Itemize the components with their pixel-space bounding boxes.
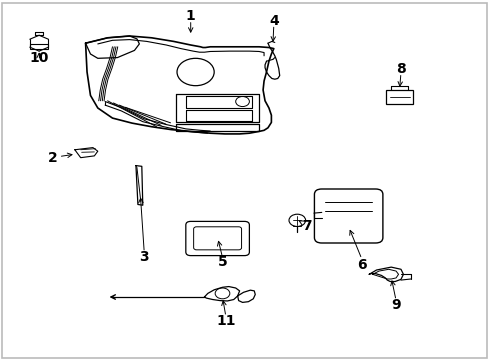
- FancyBboxPatch shape: [314, 189, 382, 243]
- Text: 9: 9: [390, 298, 400, 312]
- Text: 5: 5: [217, 255, 227, 269]
- Text: 8: 8: [395, 62, 405, 76]
- FancyBboxPatch shape: [30, 44, 48, 49]
- FancyBboxPatch shape: [386, 90, 412, 104]
- FancyBboxPatch shape: [185, 221, 249, 256]
- Text: 11: 11: [216, 314, 235, 328]
- Text: 7: 7: [302, 219, 311, 233]
- Text: 6: 6: [356, 258, 366, 271]
- FancyBboxPatch shape: [193, 227, 241, 250]
- Text: 4: 4: [268, 14, 278, 28]
- Text: 1: 1: [185, 9, 195, 23]
- Text: 3: 3: [139, 251, 149, 264]
- Text: 2: 2: [48, 151, 58, 165]
- Text: 10: 10: [29, 51, 49, 65]
